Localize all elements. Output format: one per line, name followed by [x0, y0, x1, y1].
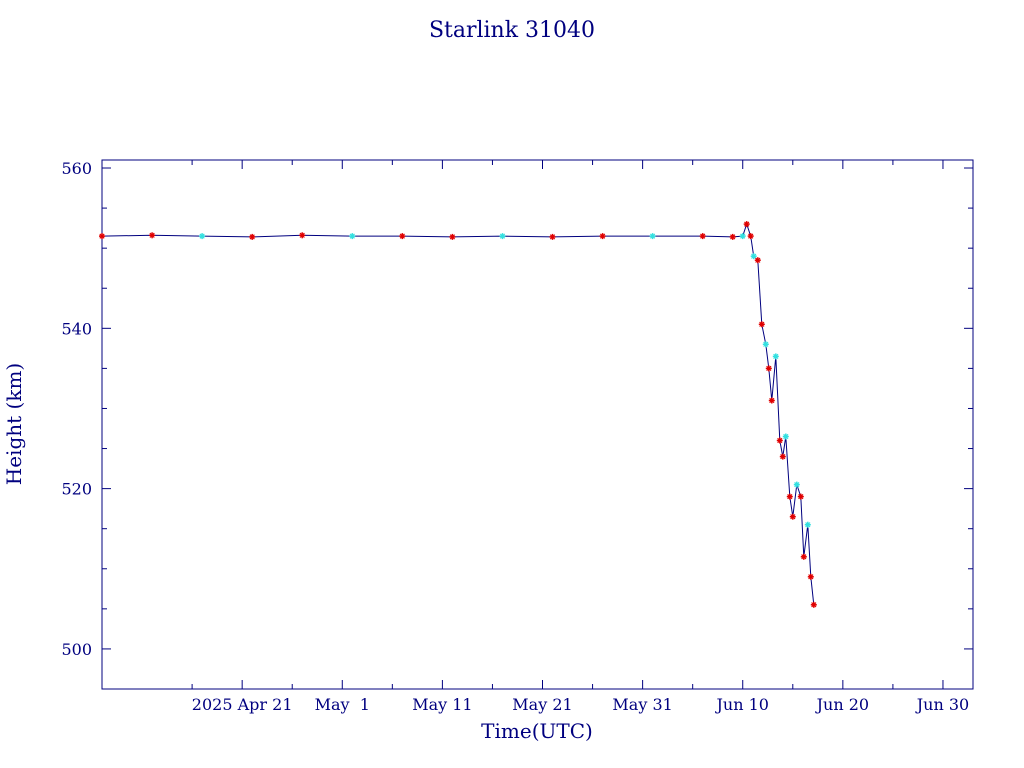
data-point — [599, 233, 606, 240]
data-point-stroke — [783, 433, 789, 440]
data-point — [804, 521, 811, 528]
data-point — [399, 233, 406, 240]
data-point — [789, 513, 796, 520]
y-tick-label: 520 — [61, 480, 92, 499]
x-tick-label: 2025 Apr 21 — [192, 695, 293, 714]
data-point-stroke — [766, 365, 772, 372]
data-point-stroke — [349, 233, 355, 239]
data-point-stroke — [755, 257, 761, 263]
data-point-stroke — [744, 221, 750, 227]
data-point-stroke — [787, 493, 793, 500]
data-point — [776, 437, 783, 444]
data-point — [743, 221, 750, 228]
data-point — [779, 453, 786, 460]
data-point — [99, 233, 105, 240]
y-axis-label: Height (km) — [2, 363, 26, 485]
data-point-stroke — [199, 233, 205, 239]
data-point — [810, 601, 817, 608]
data-point — [793, 481, 800, 488]
data-point — [762, 341, 769, 348]
x-tick-label: May 21 — [512, 695, 572, 714]
x-tick-label: May 1 — [315, 695, 370, 714]
data-point-stroke — [759, 321, 765, 327]
data-point-stroke — [499, 233, 506, 239]
data-point-stroke — [730, 234, 736, 240]
y-tick-label: 560 — [61, 159, 92, 178]
data-point — [772, 353, 779, 360]
x-tick-label: May 11 — [412, 695, 472, 714]
data-point — [729, 233, 736, 240]
data-point — [754, 257, 761, 264]
data-point-stroke — [299, 232, 305, 238]
data-point-stroke — [751, 253, 757, 259]
y-tick-labels: 500 520 540 560 — [61, 159, 92, 659]
data-point-stroke — [790, 514, 796, 520]
data-point-stroke — [149, 232, 155, 238]
x-tick-labels: 2025 Apr 21 May 1 May 11 May 21 May 31 Jun 10… — [192, 695, 969, 714]
data-point-stroke — [777, 437, 783, 444]
data-point-stroke — [801, 554, 807, 560]
data-point — [649, 233, 656, 240]
chart-title: Starlink 31040 — [429, 18, 595, 43]
data-point-stroke — [794, 481, 800, 488]
x-axis-label: Time(UTC) — [481, 719, 593, 743]
data-point — [786, 493, 793, 500]
data-point-stroke — [769, 397, 775, 404]
data-point — [797, 493, 804, 500]
data-point-stroke — [549, 234, 556, 240]
data-point-stroke — [649, 233, 656, 239]
data-point-stroke — [449, 234, 456, 240]
plot-frame — [101, 159, 974, 690]
data-point-stroke — [399, 233, 405, 239]
data-point — [149, 232, 156, 239]
data-point — [699, 233, 706, 240]
data-point-stroke — [811, 602, 817, 608]
data-point-stroke — [798, 493, 804, 500]
x-tick-label: Jun 20 — [815, 695, 869, 714]
data-point — [499, 233, 506, 240]
data-point — [768, 397, 775, 404]
data-point — [299, 232, 306, 239]
height-series-line — [101, 222, 815, 605]
data-point-stroke — [700, 233, 706, 239]
x-tick-label: May 31 — [612, 695, 672, 714]
data-point-stroke — [773, 353, 779, 360]
data-point — [549, 233, 556, 240]
data-point-stroke — [780, 453, 786, 460]
data-point — [765, 365, 772, 372]
axis-ticks — [102, 160, 973, 689]
data-point — [249, 233, 256, 240]
data-point-stroke — [805, 522, 811, 528]
data-point — [449, 233, 456, 240]
data-point — [739, 233, 746, 240]
data-point-stroke — [763, 341, 769, 347]
data-point-stroke — [808, 574, 814, 580]
y-tick-label: 500 — [61, 640, 92, 659]
data-point — [349, 233, 356, 240]
x-tick-label: Jun 10 — [715, 695, 769, 714]
data-point-stroke — [740, 233, 746, 239]
y-tick-label: 540 — [61, 319, 92, 338]
height-series-markers — [99, 221, 817, 608]
data-point — [750, 253, 757, 260]
data-point-stroke — [99, 233, 105, 239]
data-point — [747, 233, 754, 240]
data-point — [758, 321, 765, 328]
data-point — [807, 573, 814, 580]
data-point — [199, 233, 206, 240]
data-point-stroke — [748, 233, 754, 239]
data-point — [782, 433, 789, 440]
data-point-stroke — [249, 234, 255, 240]
data-point — [800, 553, 807, 560]
x-tick-label: Jun 30 — [915, 695, 969, 714]
data-point-stroke — [599, 233, 606, 239]
